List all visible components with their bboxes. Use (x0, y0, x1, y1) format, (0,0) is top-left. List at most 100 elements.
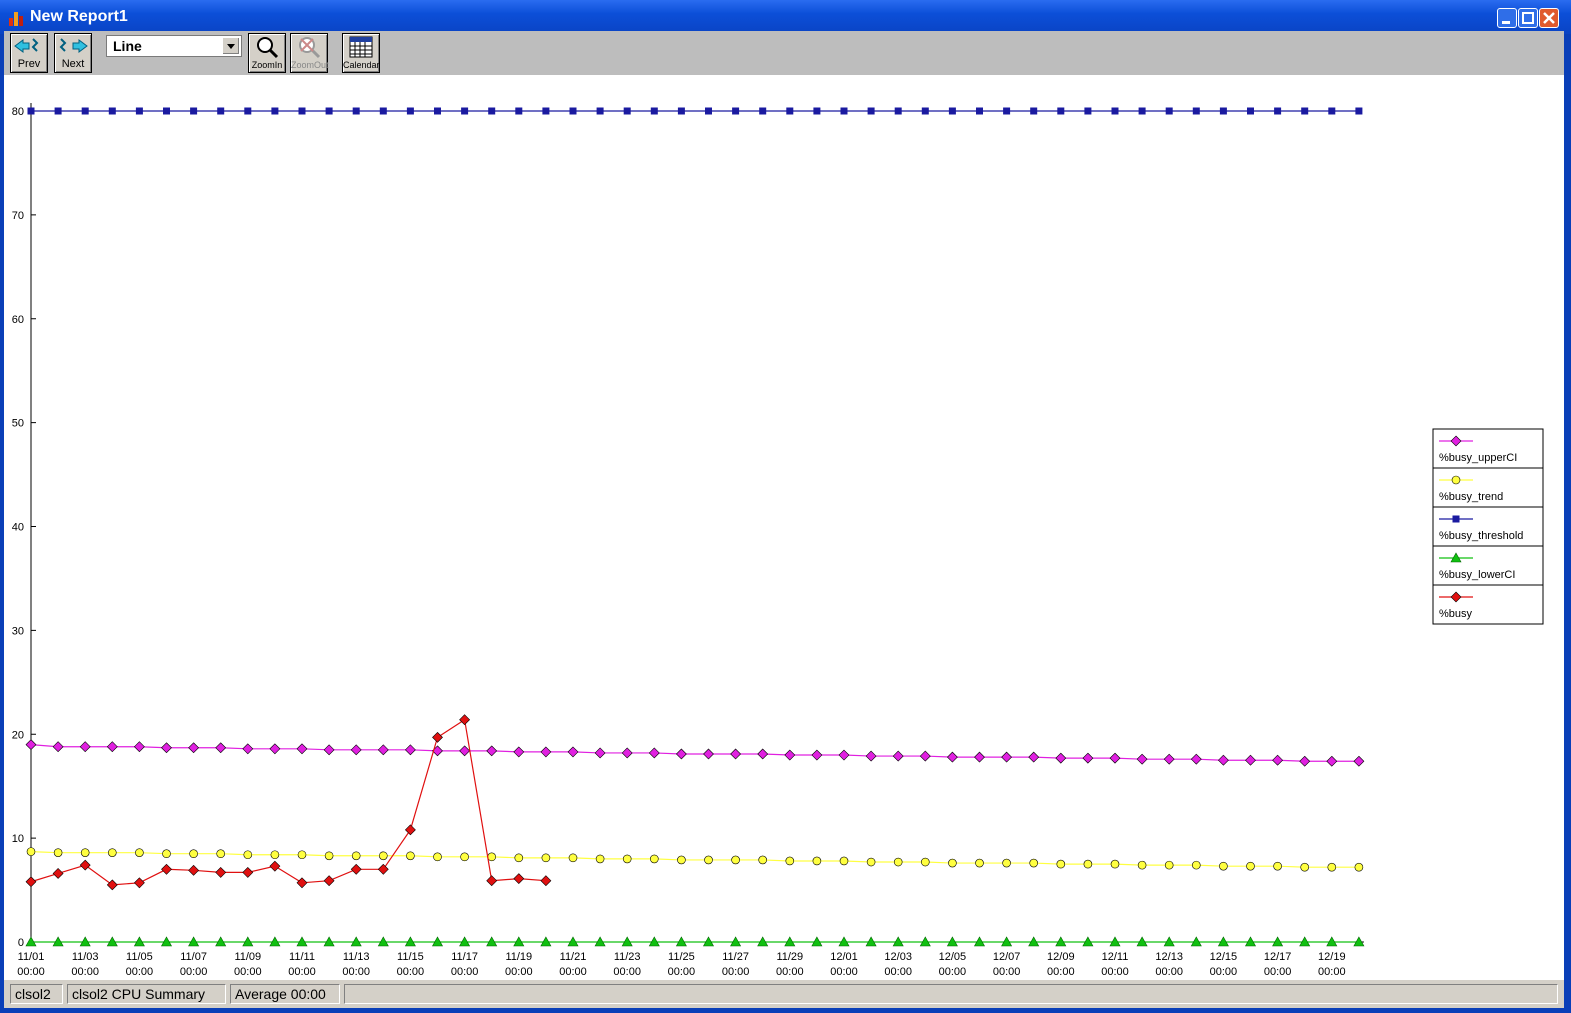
data-point (594, 747, 606, 759)
data-point (542, 107, 550, 115)
next-button[interactable]: Next (54, 33, 92, 73)
data-point (161, 742, 172, 754)
x-tick-label: 11/03 (72, 951, 99, 963)
data-point (1353, 936, 1365, 947)
data-point (378, 851, 388, 861)
zoom-in-button[interactable]: ZoomIn (248, 33, 286, 73)
data-point (488, 107, 496, 115)
legend-marker (1450, 552, 1462, 563)
x-tick-label: 11/27 (722, 951, 749, 963)
y-tick-label: 40 (12, 522, 24, 534)
data-point (621, 747, 633, 759)
data-point (350, 744, 362, 756)
zoom-out-label: ZoomOut (291, 60, 329, 70)
minimize-icon (1502, 21, 1510, 24)
legend-marker (1452, 515, 1460, 523)
x-tick-sublabel: 00:00 (884, 966, 912, 978)
data-point (1299, 755, 1311, 767)
data-point (946, 936, 958, 947)
data-point (894, 107, 902, 115)
series-busy-lowerci (25, 936, 1365, 947)
x-tick-sublabel: 00:00 (451, 966, 479, 978)
data-point (976, 107, 983, 115)
minimize-button[interactable] (1497, 8, 1517, 28)
data-point (486, 745, 498, 757)
legend-label: %busy_lowerCI (1439, 569, 1515, 581)
data-point (162, 849, 171, 859)
data-point (52, 741, 64, 753)
data-point (188, 864, 200, 876)
data-point (973, 936, 986, 947)
data-point (1190, 753, 1202, 765)
chart-area: 0 10 20 30 40 50 60 70 80 11/01 00:00 11/03 00:00 11/… (4, 75, 1564, 980)
data-point (1219, 107, 1227, 115)
data-point (919, 936, 931, 947)
x-tick-sublabel: 00:00 (126, 966, 154, 978)
data-point (297, 850, 307, 860)
x-tick-sublabel: 00:00 (17, 966, 45, 978)
title-bar[interactable]: New Report1 (0, 0, 1571, 34)
y-tick-label: 70 (12, 210, 24, 222)
data-point (459, 714, 471, 726)
maximize-button[interactable] (1518, 8, 1538, 28)
x-tick-label: 11/21 (560, 951, 587, 963)
data-point (25, 876, 37, 888)
data-point (812, 856, 822, 866)
status-host: clsol2 (10, 984, 63, 1004)
data-point (1055, 936, 1067, 947)
x-tick-sublabel: 00:00 (613, 966, 641, 978)
data-point (840, 107, 848, 115)
data-point (866, 857, 876, 867)
data-point (1111, 107, 1119, 115)
data-point (567, 936, 579, 947)
data-point (838, 749, 850, 761)
data-point (1109, 936, 1121, 947)
data-point (1300, 862, 1309, 872)
data-point (53, 848, 63, 857)
calendar-button[interactable]: Calendar (342, 33, 380, 73)
data-point (188, 742, 200, 754)
data-point (1354, 862, 1364, 872)
data-point (730, 936, 742, 947)
x-tick-label: 12/11 (1102, 951, 1129, 963)
window-title: New Report1 (30, 8, 128, 25)
data-point (351, 851, 361, 861)
data-point (1056, 859, 1066, 869)
data-point (757, 936, 769, 947)
prev-button[interactable]: Prev (10, 33, 48, 73)
data-point (948, 858, 957, 868)
zoom-out-button[interactable]: ZoomOut (290, 33, 329, 73)
data-point (459, 745, 471, 757)
x-tick-sublabel: 00:00 (397, 966, 425, 978)
data-point (1137, 860, 1147, 870)
data-point (786, 107, 794, 115)
y-tick-label: 60 (12, 314, 24, 326)
data-point (705, 107, 712, 115)
chevron-down-icon[interactable] (222, 37, 240, 55)
data-point (1246, 861, 1255, 871)
data-point (865, 750, 877, 762)
data-point (704, 855, 713, 865)
chart-type-select[interactable]: Line (106, 35, 242, 57)
y-tick-label: 30 (12, 625, 24, 637)
data-point (568, 853, 578, 863)
data-point (160, 936, 173, 947)
data-point (649, 854, 659, 864)
data-point (404, 744, 416, 756)
data-point (920, 857, 930, 867)
y-tick-label: 10 (12, 833, 24, 845)
status-extra (344, 984, 1558, 1004)
data-point (1326, 755, 1338, 767)
x-tick-sublabel: 00:00 (1101, 966, 1129, 978)
data-point (515, 107, 523, 115)
data-point (1028, 936, 1040, 947)
data-point (296, 936, 308, 947)
data-point (379, 107, 387, 115)
close-button[interactable] (1539, 8, 1559, 28)
data-point (732, 107, 740, 115)
data-point (460, 852, 469, 862)
data-point (461, 107, 469, 115)
line-chart: 0 10 20 30 40 50 60 70 80 11/01 00:00 11/03 00:00 11/… (12, 103, 1544, 978)
data-point (675, 936, 687, 947)
x-tick-label: 11/09 (234, 951, 261, 963)
